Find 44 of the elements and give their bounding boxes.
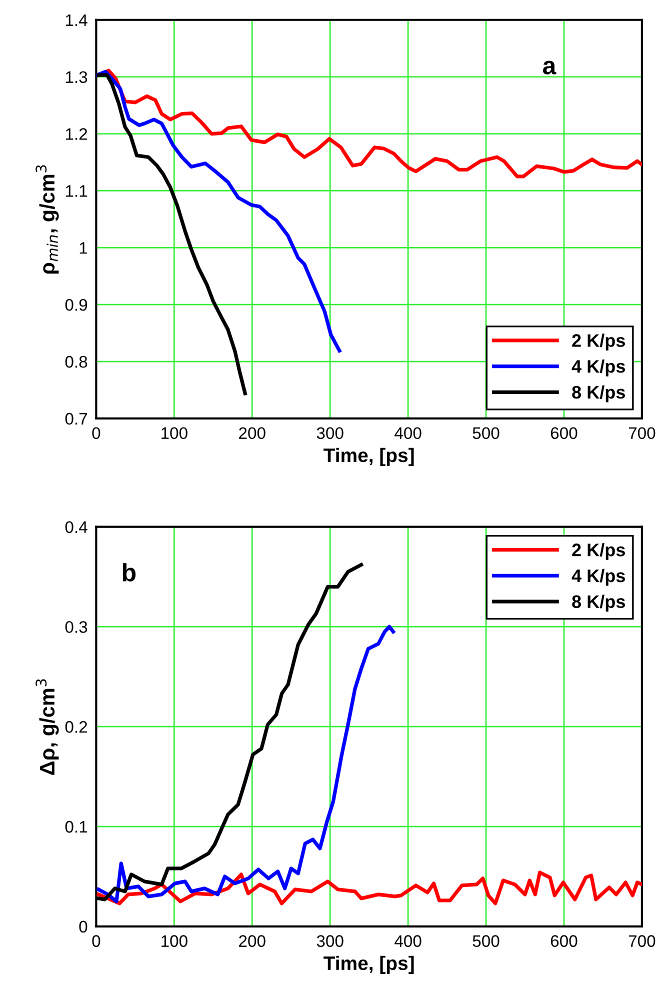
x-tick-label: 100 <box>162 427 188 440</box>
y-tick-label: 1.2 <box>66 128 88 140</box>
line-series <box>96 624 396 904</box>
y-axis-title: ρ$_{min}$, g/cm$^{3}$ <box>36 165 59 274</box>
line-series <box>96 70 342 353</box>
y-tick-label: 0.8 <box>65 356 88 368</box>
x-tick-label: 400 <box>394 935 422 947</box>
annotation: a <box>542 60 556 74</box>
y-tick-label: 1.4 <box>66 14 88 26</box>
x-tick-label: 0 <box>92 427 100 440</box>
x-tick-label: 600 <box>550 935 578 947</box>
x-tick-label: 400 <box>394 427 422 440</box>
y-tick-label: 0.7 <box>65 412 88 425</box>
x-tick-label: 700 <box>628 427 656 440</box>
legend-label: 2 K/ps <box>572 543 625 560</box>
y-tick-label: 0.4 <box>65 521 88 534</box>
x-tick-label: 500 <box>472 935 500 947</box>
x-tick-label: 300 <box>316 427 344 440</box>
x-tick-label: 300 <box>316 935 344 947</box>
x-axis-title: Time, [ps] <box>324 956 414 974</box>
line-series <box>96 870 642 906</box>
y-axis-title: Δρ, g/cm$^{3}$ <box>36 679 59 775</box>
y-tick-label: 1.3 <box>66 71 88 84</box>
legend-label: 8 K/ps <box>572 385 625 402</box>
x-tick-label: 600 <box>550 427 578 440</box>
y-tick-label: 0.9 <box>65 298 88 311</box>
y-tick-label: 0.1 <box>65 820 88 833</box>
y-tick-label: 0 <box>79 920 88 933</box>
legend-label: 4 K/ps <box>572 360 625 376</box>
y-tick-label: 0.2 <box>65 721 88 733</box>
x-tick-label: 700 <box>628 935 656 947</box>
x-tick-label: 100 <box>162 935 188 947</box>
x-tick-label: 200 <box>239 427 266 440</box>
legend-label: 8 K/ps <box>572 594 625 612</box>
y-tick-label: 1.1 <box>66 185 88 197</box>
legend-label: 4 K/ps <box>572 568 625 586</box>
y-tick-label: 1 <box>80 242 88 254</box>
x-tick-label: 500 <box>472 427 500 440</box>
annotation: b <box>122 563 136 582</box>
x-tick-label: 0 <box>92 935 100 947</box>
x-tick-label: 200 <box>239 935 266 947</box>
x-axis-title: Time, [ps] <box>324 448 414 466</box>
legend-label: 2 K/ps <box>572 334 625 351</box>
y-tick-label: 0.3 <box>65 621 88 633</box>
